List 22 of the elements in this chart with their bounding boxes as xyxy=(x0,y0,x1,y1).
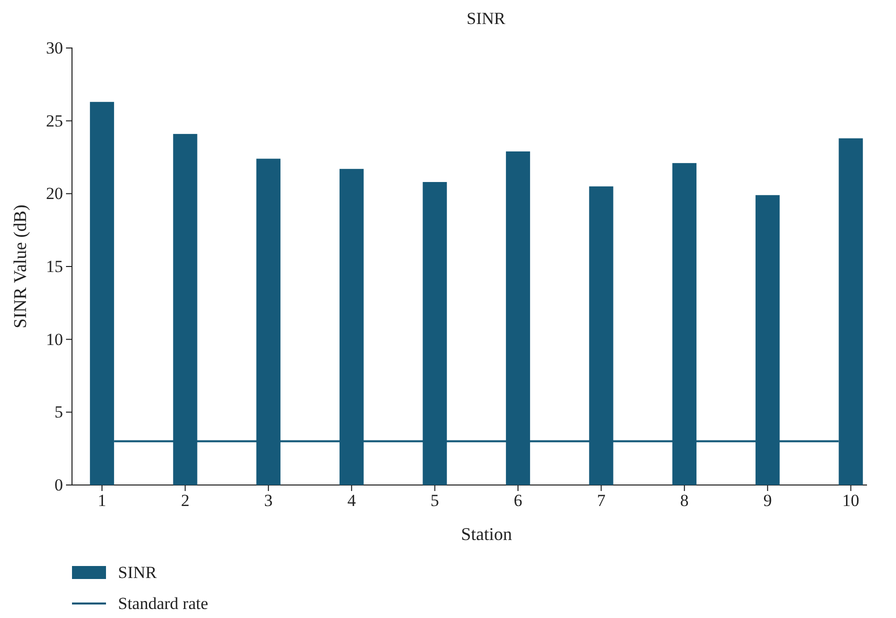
y-tick-label: 0 xyxy=(54,475,63,494)
x-tick-label: 10 xyxy=(842,491,860,510)
x-tick-label: 8 xyxy=(680,491,689,510)
y-tick-label: 25 xyxy=(46,111,63,130)
x-tick-label: 1 xyxy=(98,491,106,510)
x-tick-label: 3 xyxy=(264,491,273,510)
x-tick-label: 5 xyxy=(430,491,440,510)
x-tick-label: 9 xyxy=(763,491,772,510)
y-axis-title: SINR Value (dB) xyxy=(10,204,30,328)
x-tick-label: 4 xyxy=(347,491,356,510)
x-tick-label: 7 xyxy=(596,491,606,510)
y-tick-label: 20 xyxy=(46,184,63,204)
x-tick-label: 2 xyxy=(180,491,190,510)
y-tick-label: 10 xyxy=(46,330,63,349)
y-tick-label: 15 xyxy=(46,256,63,276)
x-tick-label: 6 xyxy=(514,491,522,510)
legend-label: SINR xyxy=(118,563,158,582)
legend-label: Standard rate xyxy=(118,594,208,613)
y-tick-label: 5 xyxy=(54,402,63,422)
x-axis-title: Station xyxy=(460,524,512,544)
y-tick-label: 30 xyxy=(46,38,63,58)
chart-title: SINR xyxy=(466,9,506,28)
